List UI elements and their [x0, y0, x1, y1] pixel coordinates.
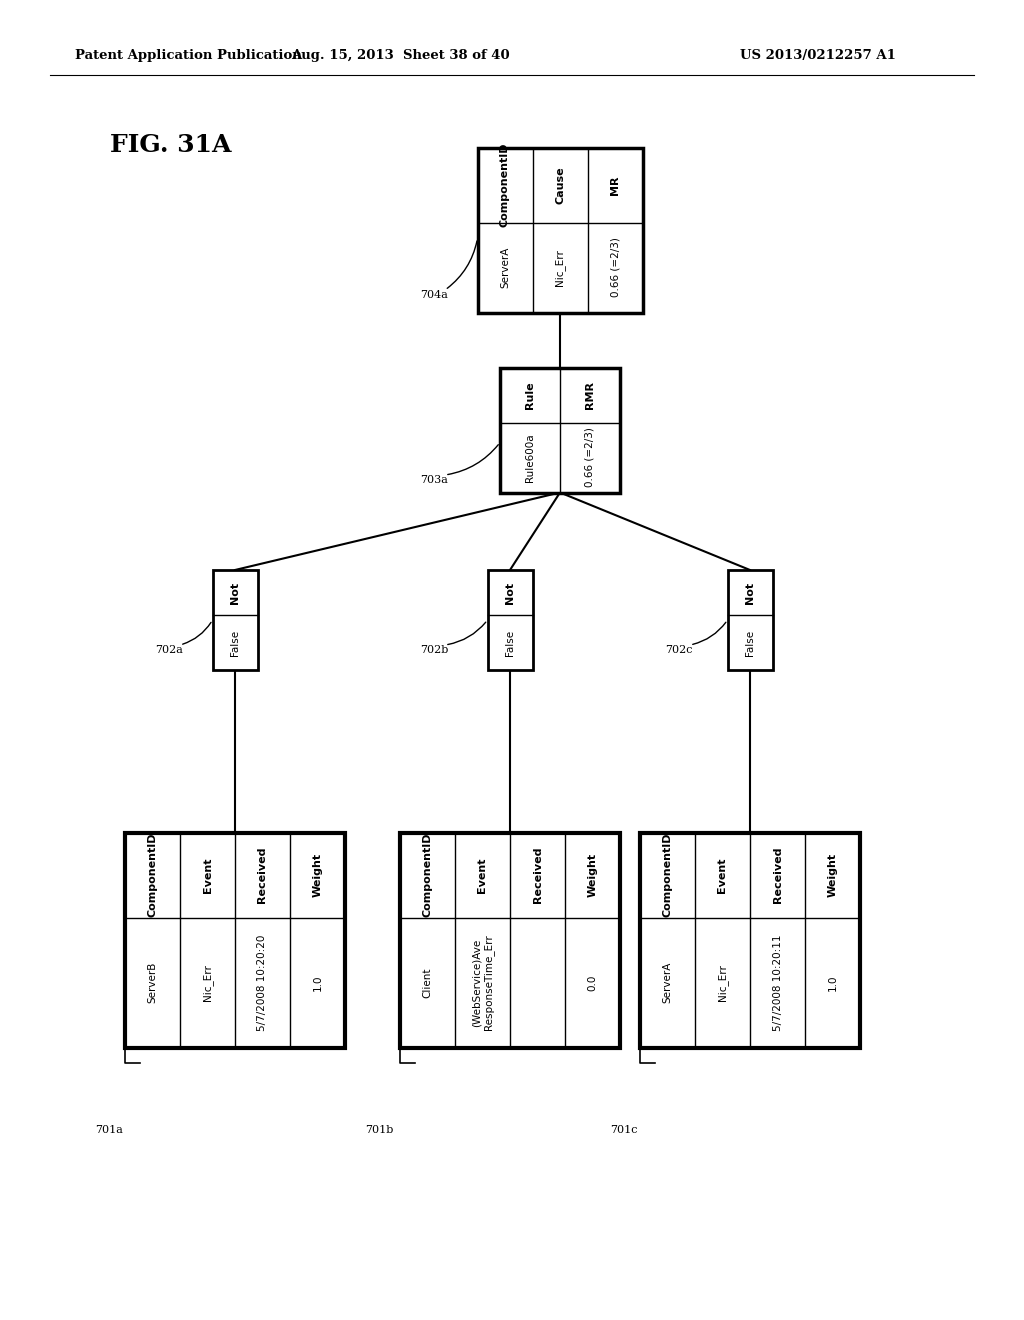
Text: Weight: Weight — [827, 853, 838, 898]
Text: (WebService)Ave
ResponseTime_Err: (WebService)Ave ResponseTime_Err — [471, 935, 494, 1031]
Text: Not: Not — [505, 581, 515, 603]
Bar — [640, 833, 860, 1048]
Text: Not: Not — [745, 581, 755, 603]
Text: 1.0: 1.0 — [312, 974, 323, 991]
Text: ComponentID: ComponentID — [663, 833, 673, 917]
Bar — [213, 570, 257, 671]
Text: Client: Client — [423, 968, 432, 998]
Text: Aug. 15, 2013  Sheet 38 of 40: Aug. 15, 2013 Sheet 38 of 40 — [291, 49, 509, 62]
Text: US 2013/0212257 A1: US 2013/0212257 A1 — [740, 49, 896, 62]
Text: 703a: 703a — [420, 475, 447, 484]
Text: 704a: 704a — [420, 290, 447, 300]
Text: 0.66 (=2/3): 0.66 (=2/3) — [610, 238, 620, 297]
Text: ServerA: ServerA — [663, 962, 673, 1003]
Text: MR: MR — [610, 176, 620, 195]
Text: Not: Not — [230, 581, 240, 603]
Bar — [487, 570, 532, 671]
Text: FIG. 31A: FIG. 31A — [110, 133, 231, 157]
Text: Received: Received — [532, 846, 543, 903]
Text: Rule: Rule — [525, 381, 535, 409]
Text: ComponentID: ComponentID — [500, 143, 510, 227]
Text: 702a: 702a — [155, 645, 183, 655]
Text: 5/7/2008 10:20:11: 5/7/2008 10:20:11 — [772, 935, 782, 1031]
Bar — [477, 148, 642, 313]
Text: 702b: 702b — [420, 645, 449, 655]
Text: 701c: 701c — [610, 1125, 638, 1135]
Text: 0.66 (=2/3): 0.66 (=2/3) — [585, 428, 595, 487]
Text: ServerA: ServerA — [500, 247, 510, 288]
Bar — [400, 833, 620, 1048]
Text: RMR: RMR — [585, 381, 595, 409]
Text: Received: Received — [772, 846, 782, 903]
Text: ComponentID: ComponentID — [423, 833, 432, 917]
Text: 702c: 702c — [665, 645, 692, 655]
Text: 0.0: 0.0 — [588, 974, 597, 991]
Text: Weight: Weight — [588, 853, 597, 898]
Text: Event: Event — [203, 857, 213, 892]
Text: Cause: Cause — [555, 166, 565, 203]
Text: Received: Received — [257, 846, 267, 903]
Text: False: False — [230, 630, 240, 656]
Text: False: False — [745, 630, 755, 656]
Text: 1.0: 1.0 — [827, 974, 838, 991]
Bar — [500, 367, 620, 492]
Text: Nic_Err: Nic_Err — [717, 964, 728, 1001]
Text: Patent Application Publication: Patent Application Publication — [75, 49, 302, 62]
Text: ServerB: ServerB — [147, 962, 158, 1003]
Text: Rule600a: Rule600a — [525, 433, 535, 482]
Text: Nic_Err: Nic_Err — [555, 249, 565, 286]
Bar — [727, 570, 772, 671]
Text: Nic_Err: Nic_Err — [202, 964, 213, 1001]
Text: 701b: 701b — [365, 1125, 393, 1135]
Text: Event: Event — [718, 857, 727, 892]
Text: Weight: Weight — [312, 853, 323, 898]
Text: False: False — [505, 630, 515, 656]
Text: ComponentID: ComponentID — [147, 833, 158, 917]
Text: 701a: 701a — [95, 1125, 123, 1135]
Bar — [125, 833, 345, 1048]
Text: Event: Event — [477, 857, 487, 892]
Text: 5/7/2008 10:20:20: 5/7/2008 10:20:20 — [257, 935, 267, 1031]
